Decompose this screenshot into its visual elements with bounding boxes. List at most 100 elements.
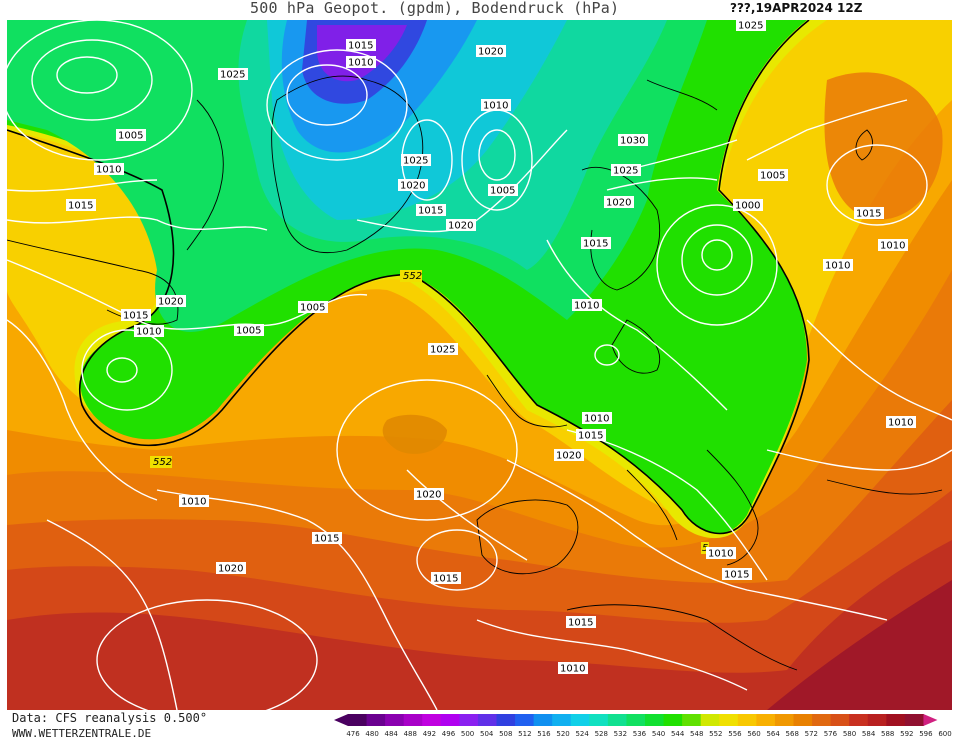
colorbar-swatch	[459, 714, 479, 726]
colorbar-swatch	[645, 714, 665, 726]
pressure-label: 1020	[400, 181, 425, 192]
pressure-label-box	[134, 325, 164, 337]
pressure-label-box	[179, 495, 209, 507]
pressure-label: 1015	[583, 239, 608, 250]
colorbar-swatch	[403, 714, 423, 726]
pressure-label: 1025	[220, 70, 245, 81]
pressure-label-box	[706, 547, 736, 559]
geopot-label: 552	[403, 271, 422, 282]
pressure-label-box	[611, 164, 641, 176]
pressure-label-box	[234, 324, 264, 336]
colorbar-swatch	[385, 714, 405, 726]
pressure-label-box	[582, 412, 612, 424]
site-credit: WWW.WETTERZENTRALE.DE	[12, 727, 152, 740]
pressure-label-box	[312, 532, 342, 544]
pressure-label: 1010	[825, 261, 850, 272]
pressure-label: 1020	[556, 451, 581, 462]
color-legend-labels: 476 480 484 488 492 496 500 504 508 512 516 520 524 5…	[340, 730, 952, 740]
colorbar-arrow-right	[923, 714, 938, 726]
pressure-label: 1010	[880, 241, 905, 252]
pressure-label: 1015	[433, 574, 458, 585]
colorbar-label: 480	[365, 730, 379, 738]
pressure-label: 1020	[606, 198, 631, 209]
colorbar-label: 596	[919, 730, 933, 738]
pressure-label-box	[431, 572, 461, 584]
colorbar-swatch	[496, 714, 516, 726]
colorbar-swatch	[533, 714, 553, 726]
geopot-labels: 552 552 5	[150, 270, 709, 554]
colorbar-swatch	[477, 714, 497, 726]
colorbar-label: 532	[613, 730, 628, 738]
colorbar-swatch	[756, 714, 776, 726]
colorbar-swatch	[830, 714, 850, 726]
colorbar-label: 600	[938, 730, 952, 738]
colorbar-swatch	[607, 714, 627, 726]
map-title: 500 hPa Geopot. (gpdm), Bodendruck (hPa)	[250, 0, 620, 17]
weather-map: 552 552 5 1015 1010 1025 1020 1005 1010 1015 10…	[7, 20, 952, 710]
pressure-label-box	[558, 662, 588, 674]
pressure-label: 1005	[300, 303, 325, 314]
colorbar-label: 496	[441, 730, 456, 738]
pressure-label-box	[346, 56, 376, 68]
pressure-label: 1010	[181, 497, 206, 508]
pressure-label-box	[401, 154, 431, 166]
colorbar-swatch	[515, 714, 535, 726]
pressure-label: 1010	[96, 165, 121, 176]
colorbar-label: 528	[594, 730, 608, 738]
pressure-label-box	[116, 129, 146, 141]
colorbar-label: 552	[709, 730, 723, 738]
color-legend	[334, 714, 938, 726]
colorbar-swatch	[867, 714, 887, 726]
colorbar-label: 520	[556, 730, 570, 738]
pressure-label-box	[218, 68, 248, 80]
pressure-label-box	[481, 99, 511, 111]
colorbar-label: 476	[346, 730, 360, 738]
pressure-label: 1010	[574, 301, 599, 312]
colorbar-label: 504	[479, 730, 494, 738]
colorbar-label: 512	[518, 730, 532, 738]
pressure-label: 1020	[218, 564, 243, 575]
pressure-label-box	[298, 301, 328, 313]
colorbar-label: 564	[766, 730, 780, 738]
map-date: ???,19APR2024 12Z	[730, 1, 863, 15]
colorbar-swatch	[440, 714, 460, 726]
pressure-label: 1005	[760, 171, 785, 182]
pressure-label: 1015	[68, 201, 93, 212]
pressure-label: 1005	[236, 326, 261, 337]
colorbar-swatch	[570, 714, 590, 726]
colorbar-label: 548	[690, 730, 704, 738]
geopot-label: 552	[153, 457, 172, 468]
colorbar-label: 592	[900, 730, 914, 738]
colorbar-label: 492	[422, 730, 437, 738]
pressure-label-box	[398, 179, 428, 191]
pressure-label-box	[346, 39, 376, 51]
pressure-label-box	[854, 207, 884, 219]
colorbar-swatch	[422, 714, 442, 726]
pressure-label: 1020	[448, 221, 473, 232]
colorbar-swatch	[663, 714, 683, 726]
colorbar-swatch	[589, 714, 609, 726]
pressure-label-box	[216, 562, 246, 574]
colorbar-label: 572	[804, 730, 818, 738]
pressure-label: 1010	[584, 414, 609, 425]
colorbar-label: 516	[537, 730, 551, 738]
colorbar-label: 508	[499, 730, 513, 738]
pressure-label: 1010	[560, 664, 585, 675]
pressure-label-box	[94, 163, 124, 175]
pressure-label: 1015	[724, 570, 749, 581]
pressure-label-box	[572, 299, 602, 311]
pressure-label: 1015	[578, 431, 603, 442]
pressure-label-box	[476, 45, 506, 57]
pressure-label: 1030	[620, 136, 645, 147]
colorbar-swatch	[348, 714, 368, 726]
contour-552	[7, 20, 810, 535]
pressure-label-box	[446, 219, 476, 231]
pressure-label-box	[823, 259, 853, 271]
pressure-label-box	[66, 199, 96, 211]
colorbar-label: 556	[728, 730, 742, 738]
pressure-label: 1015	[856, 209, 881, 220]
colorbar-swatch	[719, 714, 739, 726]
pressure-label-box	[604, 196, 634, 208]
pressure-label-box	[121, 309, 151, 321]
pressure-label-box	[733, 199, 763, 211]
